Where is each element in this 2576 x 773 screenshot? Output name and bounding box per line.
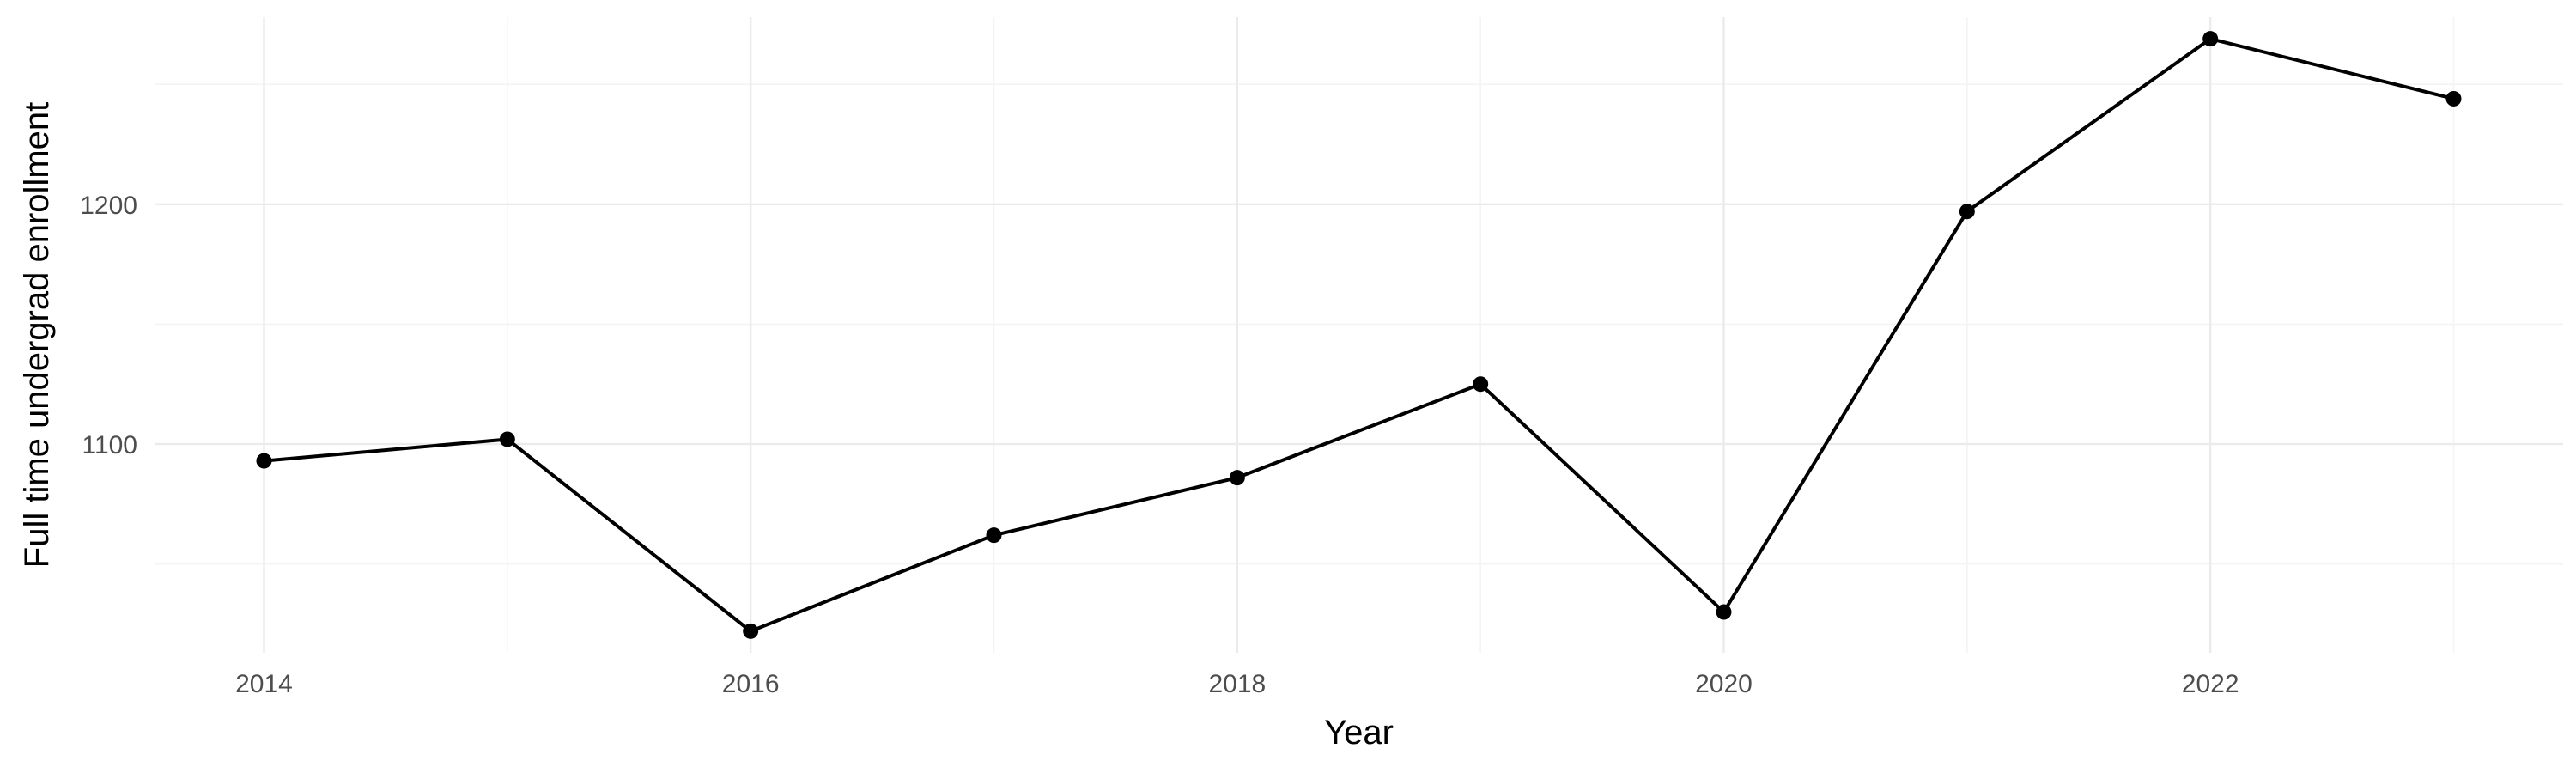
- data-point-2017: [986, 527, 1002, 544]
- series-layer: [256, 31, 2462, 639]
- x-tick-label: 2018: [1208, 670, 1266, 698]
- data-point-2023: [2445, 90, 2462, 107]
- data-point-2022: [2202, 31, 2219, 47]
- series-line: [264, 37, 2454, 633]
- data-point-2014: [256, 453, 272, 469]
- y-axis-ticks: 1100 1200: [80, 192, 137, 460]
- x-tick-label: 2020: [1695, 670, 1753, 698]
- y-tick-label: 1200: [80, 192, 137, 220]
- x-axis-ticks: 2014 2016 2018 2020 2022: [235, 670, 2239, 698]
- minor-gridlines: [155, 17, 2563, 653]
- data-point-2021: [1959, 204, 1975, 220]
- major-gridlines: [155, 17, 2563, 653]
- y-tick-label: 1100: [82, 431, 137, 460]
- data-point-2019: [1473, 376, 1489, 393]
- y-axis-title: Full time undergrad enrollment: [18, 102, 56, 568]
- data-point-2015: [499, 431, 515, 447]
- x-tick-label: 2022: [2182, 670, 2239, 698]
- data-point-2020: [1716, 604, 1732, 620]
- data-point-2016: [743, 623, 759, 639]
- x-tick-label: 2016: [722, 670, 780, 698]
- x-axis-title: Year: [1324, 714, 1394, 752]
- x-tick-label: 2014: [235, 670, 293, 698]
- data-point-2018: [1229, 470, 1245, 486]
